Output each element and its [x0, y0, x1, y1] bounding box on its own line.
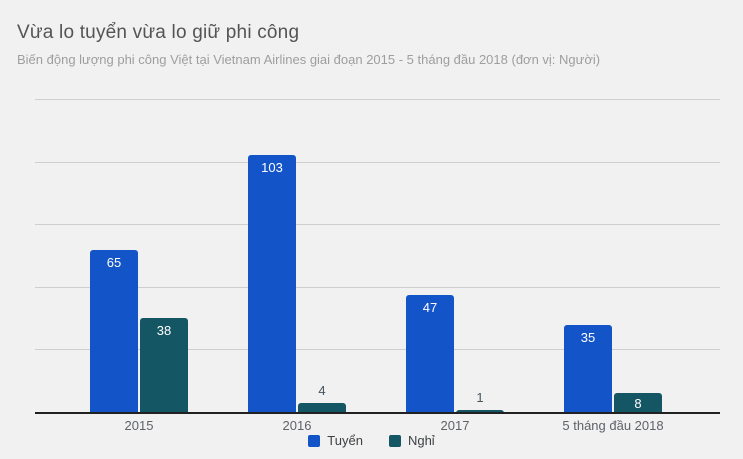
- legend-label: Tuyển: [327, 433, 363, 448]
- bar-value-label: 47: [422, 300, 438, 315]
- bar-value-label: 38: [156, 323, 172, 338]
- bar-value-label: 35: [580, 330, 596, 345]
- bar-value-label: 65: [106, 255, 122, 270]
- legend-swatch-icon: [308, 434, 321, 447]
- gridline-125: [35, 99, 720, 100]
- bar-s1-c3[interactable]: [614, 393, 662, 413]
- bar-value-label: 4: [318, 383, 326, 398]
- x-axis-line: [35, 412, 720, 414]
- gridline-25: [35, 349, 720, 350]
- bar-value-label: 8: [634, 396, 642, 411]
- bar-value-label: 1: [476, 390, 484, 405]
- bar-value-label: 103: [261, 160, 283, 175]
- bar-s0-c3[interactable]: [564, 325, 612, 413]
- chart-legend: Tuyển Nghỉ: [0, 433, 743, 448]
- bar-s0-c2[interactable]: [406, 295, 454, 413]
- gridline-75: [35, 224, 720, 225]
- bar-s1-c1[interactable]: [298, 403, 346, 413]
- legend-swatch-icon: [388, 434, 401, 447]
- bar-s1-c0[interactable]: [140, 318, 188, 413]
- chart-subtitle: Biến động lượng phi công Việt tại Vietna…: [17, 52, 601, 67]
- x-tick-label-3: 5 tháng đầu 2018: [562, 418, 664, 433]
- gridline-100: [35, 162, 720, 163]
- x-tick-label-0: 2015: [124, 418, 154, 433]
- legend-item-0[interactable]: Tuyển: [308, 433, 363, 448]
- bar-s0-c1[interactable]: [248, 155, 296, 413]
- plot-area: 65 103 47 35 38 4 1 8: [35, 99, 720, 414]
- x-tick-label-2: 2017: [440, 418, 470, 433]
- x-tick-label-1: 2016: [282, 418, 312, 433]
- legend-item-1[interactable]: Nghỉ: [388, 433, 435, 448]
- bar-s1-c2[interactable]: [456, 410, 504, 413]
- chart-title: Vừa lo tuyển vừa lo giữ phi công: [17, 22, 300, 43]
- bar-s0-c0[interactable]: [90, 250, 138, 413]
- x-axis-labels: 2015 2016 2017 5 tháng đầu 2018: [0, 418, 743, 436]
- gridline-50: [35, 287, 720, 288]
- legend-label: Nghỉ: [407, 433, 435, 448]
